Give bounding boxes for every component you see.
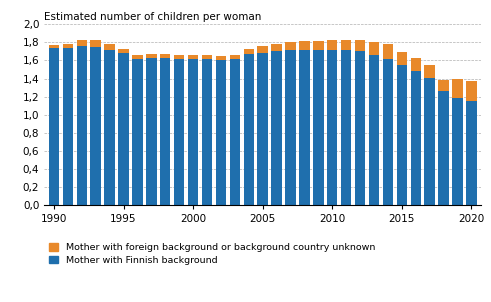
Bar: [327, 50, 337, 205]
Bar: [285, 42, 296, 50]
Bar: [410, 58, 421, 71]
Bar: [90, 40, 101, 47]
Bar: [146, 54, 157, 58]
Bar: [299, 50, 310, 205]
Bar: [77, 46, 87, 205]
Bar: [105, 50, 115, 205]
Bar: [452, 79, 463, 98]
Bar: [244, 54, 254, 205]
Bar: [438, 80, 449, 91]
Bar: [160, 54, 170, 58]
Bar: [257, 53, 268, 205]
Bar: [160, 58, 170, 205]
Bar: [369, 55, 379, 205]
Bar: [202, 55, 212, 59]
Text: Estimated number of children per woman: Estimated number of children per woman: [44, 12, 262, 22]
Bar: [369, 42, 379, 55]
Bar: [118, 49, 129, 53]
Bar: [341, 50, 352, 205]
Bar: [244, 49, 254, 54]
Bar: [257, 46, 268, 53]
Bar: [118, 53, 129, 205]
Bar: [382, 44, 393, 59]
Bar: [466, 101, 477, 205]
Bar: [452, 98, 463, 205]
Bar: [49, 48, 59, 205]
Bar: [188, 59, 198, 205]
Bar: [466, 81, 477, 101]
Bar: [424, 65, 435, 78]
Bar: [272, 44, 282, 51]
Bar: [63, 44, 73, 48]
Bar: [327, 40, 337, 50]
Bar: [174, 59, 185, 205]
Bar: [424, 78, 435, 205]
Bar: [313, 50, 324, 205]
Bar: [397, 65, 407, 205]
Bar: [216, 60, 226, 205]
Bar: [90, 47, 101, 205]
Bar: [285, 50, 296, 205]
Bar: [355, 40, 365, 51]
Bar: [146, 58, 157, 205]
Bar: [202, 59, 212, 205]
Bar: [216, 56, 226, 60]
Bar: [49, 45, 59, 48]
Bar: [230, 59, 240, 205]
Bar: [272, 51, 282, 205]
Bar: [132, 55, 143, 59]
Bar: [341, 40, 352, 50]
Bar: [63, 48, 73, 205]
Legend: Mother with foreign background or background country unknown, Mother with Finnis: Mother with foreign background or backgr…: [49, 243, 375, 265]
Bar: [313, 41, 324, 50]
Bar: [299, 41, 310, 50]
Bar: [382, 59, 393, 205]
Bar: [174, 55, 185, 59]
Bar: [105, 44, 115, 50]
Bar: [410, 71, 421, 205]
Bar: [188, 55, 198, 59]
Bar: [132, 59, 143, 205]
Bar: [77, 40, 87, 46]
Bar: [355, 51, 365, 205]
Bar: [230, 55, 240, 59]
Bar: [397, 52, 407, 65]
Bar: [438, 91, 449, 205]
